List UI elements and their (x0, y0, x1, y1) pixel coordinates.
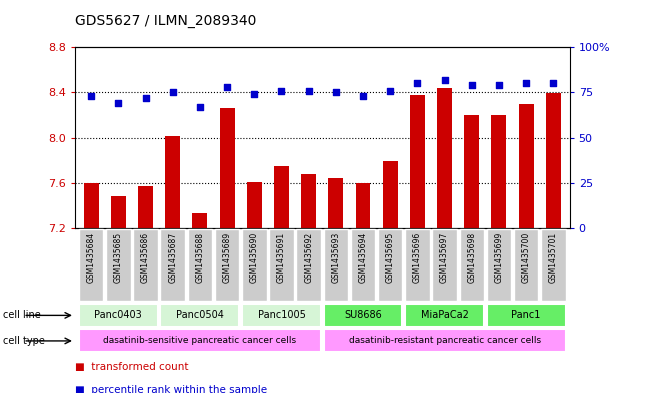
Text: ■  percentile rank within the sample: ■ percentile rank within the sample (75, 385, 267, 393)
FancyBboxPatch shape (215, 230, 240, 301)
Text: GSM1435696: GSM1435696 (413, 231, 422, 283)
FancyBboxPatch shape (487, 304, 566, 327)
Text: GSM1435692: GSM1435692 (304, 231, 313, 283)
Text: MiaPaCa2: MiaPaCa2 (421, 310, 469, 320)
FancyBboxPatch shape (405, 230, 430, 301)
FancyBboxPatch shape (514, 230, 538, 301)
Text: GSM1435701: GSM1435701 (549, 231, 558, 283)
Point (548, 80, 559, 86)
FancyBboxPatch shape (79, 304, 158, 327)
Point (86, 93, 96, 99)
FancyBboxPatch shape (296, 230, 321, 301)
Text: dasatinib-resistant pancreatic cancer cells: dasatinib-resistant pancreatic cancer ce… (348, 336, 540, 345)
Text: GSM1435697: GSM1435697 (440, 231, 449, 283)
Bar (328, 178, 343, 228)
Point (303, 87, 314, 94)
Text: Panc1005: Panc1005 (258, 310, 305, 320)
Bar (219, 108, 234, 228)
Text: ■  transformed count: ■ transformed count (75, 362, 188, 371)
Text: GSM1435684: GSM1435684 (87, 231, 96, 283)
Text: GSM1435690: GSM1435690 (250, 231, 259, 283)
Text: Panc1: Panc1 (512, 310, 541, 320)
FancyBboxPatch shape (161, 304, 240, 327)
Point (467, 82, 477, 88)
Bar (193, 213, 208, 228)
Text: GSM1435700: GSM1435700 (521, 231, 531, 283)
Point (493, 82, 504, 88)
Point (385, 87, 395, 94)
Text: GSM1435693: GSM1435693 (331, 231, 340, 283)
Point (276, 87, 286, 94)
FancyBboxPatch shape (187, 230, 212, 301)
Point (167, 89, 178, 95)
Point (195, 104, 205, 110)
Text: GSM1435694: GSM1435694 (359, 231, 368, 283)
Text: GSM1435698: GSM1435698 (467, 231, 477, 283)
FancyBboxPatch shape (242, 230, 266, 301)
Point (222, 84, 232, 90)
Bar (492, 115, 506, 228)
Bar (464, 115, 479, 228)
FancyBboxPatch shape (378, 230, 402, 301)
Bar (138, 186, 153, 228)
Text: GSM1435686: GSM1435686 (141, 231, 150, 283)
FancyBboxPatch shape (460, 230, 484, 301)
FancyBboxPatch shape (161, 230, 185, 301)
Text: GDS5627 / ILMN_2089340: GDS5627 / ILMN_2089340 (75, 13, 256, 28)
FancyBboxPatch shape (324, 329, 566, 353)
Bar (410, 95, 425, 228)
FancyBboxPatch shape (79, 329, 321, 353)
Text: GSM1435695: GSM1435695 (385, 231, 395, 283)
Text: GSM1435688: GSM1435688 (195, 231, 204, 283)
Bar (111, 196, 126, 228)
Text: cell line: cell line (3, 310, 41, 320)
FancyBboxPatch shape (405, 304, 484, 327)
Point (331, 89, 341, 95)
Bar (165, 136, 180, 228)
Point (249, 91, 260, 97)
FancyBboxPatch shape (324, 230, 348, 301)
FancyBboxPatch shape (324, 304, 402, 327)
Point (113, 100, 124, 107)
Text: SU8686: SU8686 (344, 310, 382, 320)
Text: Panc0403: Panc0403 (94, 310, 142, 320)
Bar (519, 104, 534, 228)
Text: dasatinib-sensitive pancreatic cancer cells: dasatinib-sensitive pancreatic cancer ce… (104, 336, 296, 345)
Text: GSM1435687: GSM1435687 (168, 231, 177, 283)
Point (412, 80, 422, 86)
FancyBboxPatch shape (79, 230, 104, 301)
Text: cell type: cell type (3, 336, 45, 346)
FancyBboxPatch shape (106, 230, 131, 301)
Bar (383, 161, 398, 228)
FancyBboxPatch shape (351, 230, 375, 301)
FancyBboxPatch shape (133, 230, 158, 301)
Bar (546, 94, 561, 228)
Text: GSM1435685: GSM1435685 (114, 231, 123, 283)
Bar (274, 166, 289, 228)
Bar (437, 88, 452, 228)
FancyBboxPatch shape (242, 304, 321, 327)
Point (141, 95, 151, 101)
Text: GSM1435691: GSM1435691 (277, 231, 286, 283)
FancyBboxPatch shape (432, 230, 457, 301)
Text: Panc0504: Panc0504 (176, 310, 224, 320)
Bar (355, 183, 370, 228)
FancyBboxPatch shape (541, 230, 566, 301)
Bar (84, 183, 99, 228)
FancyBboxPatch shape (487, 230, 511, 301)
Point (521, 80, 531, 86)
Text: GSM1435689: GSM1435689 (223, 231, 232, 283)
Point (439, 77, 450, 83)
Bar (301, 174, 316, 228)
Point (358, 93, 368, 99)
FancyBboxPatch shape (270, 230, 294, 301)
Bar (247, 182, 262, 228)
Text: GSM1435699: GSM1435699 (495, 231, 503, 283)
